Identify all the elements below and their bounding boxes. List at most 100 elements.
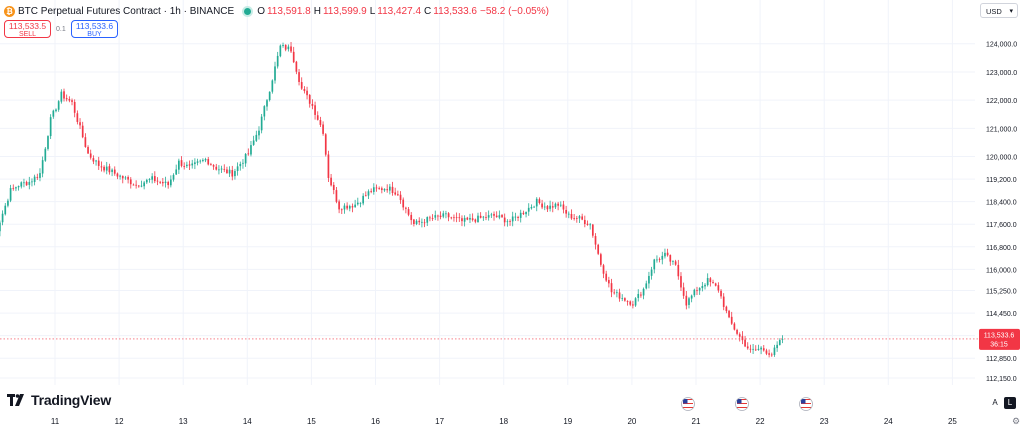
candle	[81, 121, 84, 139]
log-scale-button[interactable]: L	[1004, 397, 1016, 409]
candle-body	[634, 298, 637, 306]
candle-body	[290, 46, 292, 52]
gear-icon[interactable]: ⚙	[1012, 416, 1021, 426]
candle-body	[677, 264, 680, 277]
candle-body	[292, 51, 295, 63]
candle	[215, 163, 218, 171]
us-flag-icon[interactable]	[681, 397, 695, 411]
x-tick-label: 23	[820, 417, 829, 426]
candle	[455, 212, 458, 223]
candle-body	[776, 344, 778, 349]
candle	[554, 202, 557, 209]
candle	[538, 197, 541, 205]
candle	[466, 216, 469, 221]
candle-body	[351, 206, 354, 208]
candle	[316, 111, 319, 121]
candle	[132, 183, 135, 186]
candle-body	[266, 100, 268, 107]
candle	[712, 279, 714, 284]
candle-body	[378, 188, 381, 189]
candle-body	[298, 72, 300, 82]
candle-body	[250, 145, 252, 155]
candle	[762, 345, 765, 352]
candle	[188, 160, 191, 170]
us-flag-icon[interactable]	[799, 397, 813, 411]
candle-body	[111, 169, 113, 172]
buy-label: BUY	[87, 31, 102, 38]
candle-body	[135, 184, 137, 186]
candle	[501, 213, 503, 218]
time-axis[interactable]: 11 12 13 14 15 16 17 18 19 20 21 22 23 24 25	[51, 417, 958, 426]
candle-body	[760, 347, 762, 350]
candle-body	[282, 44, 284, 46]
candle-body	[754, 349, 757, 351]
candle	[295, 60, 298, 75]
candle-body	[413, 219, 415, 224]
candle-body	[466, 217, 469, 220]
candle-body	[749, 348, 752, 350]
candle-body	[359, 202, 362, 204]
order-quantity[interactable]: 0.1	[56, 26, 66, 33]
candle-body	[52, 110, 55, 117]
economic-events[interactable]	[681, 397, 813, 411]
candle	[311, 99, 314, 110]
candle	[343, 203, 346, 214]
candle-body	[306, 90, 308, 96]
candle	[728, 309, 730, 319]
sell-button[interactable]: 113,533.5 SELL	[4, 20, 51, 38]
candle	[490, 212, 493, 219]
candle-body	[632, 304, 634, 306]
x-tick-label: 20	[627, 417, 636, 426]
candle-body	[453, 217, 455, 219]
candle	[84, 133, 87, 148]
currency-selector[interactable]: USD ▾	[980, 3, 1018, 18]
candle	[183, 162, 186, 170]
y-tick-label: 124,000.0	[986, 42, 1017, 49]
x-tick-label: 16	[371, 417, 380, 426]
candle	[426, 216, 429, 227]
candle	[591, 223, 594, 238]
candle-body	[498, 215, 501, 218]
candle-body	[17, 186, 20, 188]
candle-body	[437, 215, 439, 217]
candle	[180, 156, 183, 168]
symbol-title[interactable]: BTC Perpetual Futures Contract · 1h · BI…	[18, 5, 235, 17]
candle	[33, 174, 36, 186]
candle-body	[81, 125, 84, 138]
buy-button[interactable]: 113,533.6 BUY	[71, 20, 118, 38]
candle	[487, 210, 490, 221]
candle	[242, 159, 244, 169]
candle-body	[327, 154, 330, 178]
candle	[263, 105, 266, 121]
candle-body	[477, 215, 479, 223]
candle	[509, 219, 511, 226]
candle	[541, 199, 543, 210]
candle	[196, 158, 199, 166]
candle-body	[471, 218, 474, 220]
candle	[234, 168, 236, 180]
candle-body	[71, 100, 73, 102]
candle	[773, 344, 776, 357]
tradingview-logo[interactable]: TradingView	[7, 392, 111, 408]
candle	[749, 344, 752, 353]
us-flag-icon[interactable]	[735, 397, 749, 411]
candle	[300, 77, 303, 90]
candle	[594, 233, 597, 250]
buy-price: 113,533.6	[75, 21, 114, 31]
candle	[129, 177, 132, 189]
candle	[637, 289, 640, 302]
bitcoin-icon[interactable]: ₿	[4, 5, 15, 17]
candle	[135, 180, 137, 189]
candle	[658, 257, 661, 263]
candle-body	[284, 44, 287, 50]
candle-body	[156, 180, 159, 182]
candle	[527, 203, 530, 216]
candle	[397, 190, 399, 196]
candle-body	[196, 161, 199, 163]
candle	[47, 135, 49, 151]
candle	[586, 220, 589, 226]
candle	[143, 180, 145, 190]
candle-body	[252, 140, 255, 145]
auto-scale-button[interactable]: A	[992, 398, 998, 407]
